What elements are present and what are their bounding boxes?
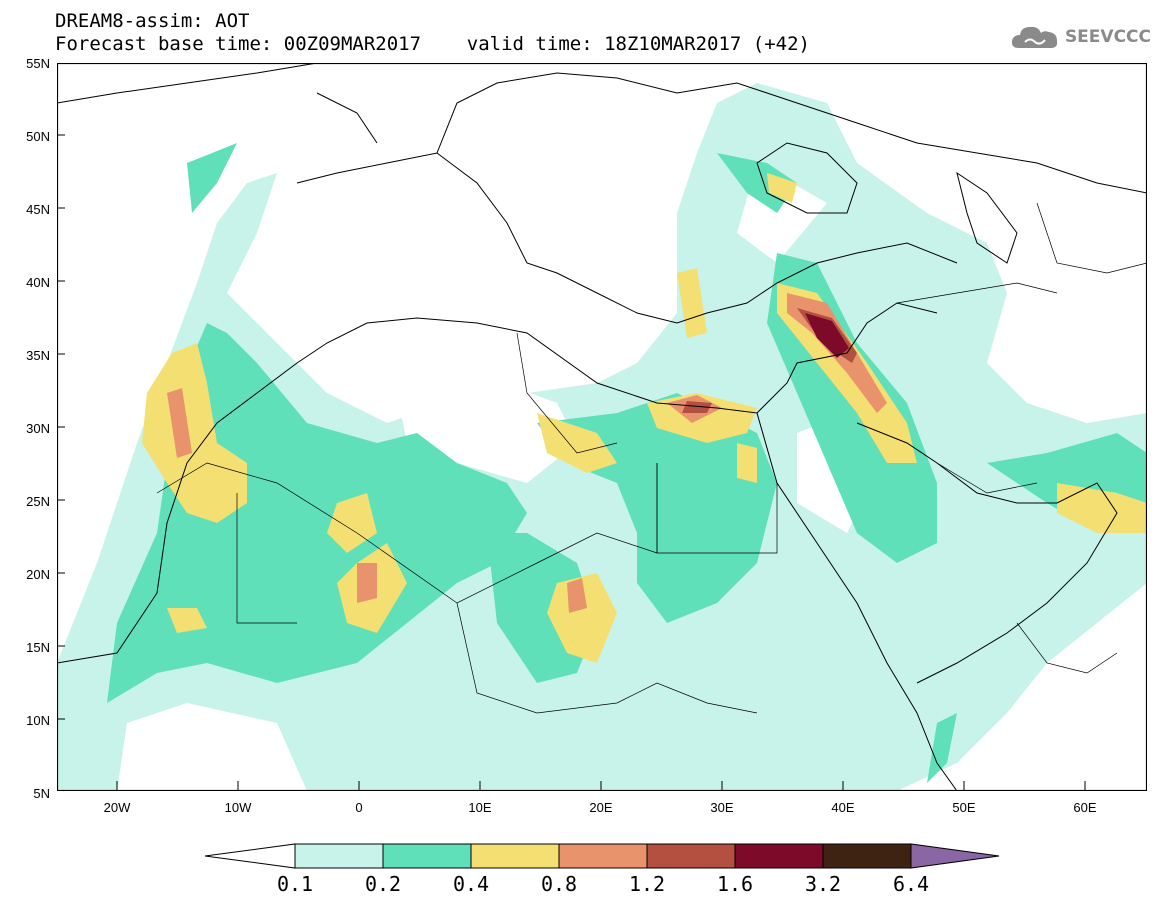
lon-label: 60E [1073,800,1097,815]
lon-label: 10E [468,800,492,815]
lon-label: 50E [952,800,976,815]
axis-ticks [57,134,1086,791]
colorbar [205,843,1000,869]
lon-label: 20E [589,800,613,815]
colorbar-label: 1.2 [628,872,666,896]
cloud-icon [1011,26,1058,48]
lon-label: 0 [355,800,363,815]
lon-label: 40E [831,800,855,815]
logo-text: SEEVCCC [1064,27,1151,47]
colorbar-label: 0.1 [276,872,314,896]
colorbar-label: 0.4 [452,872,490,896]
seevccc-logo: SEEVCCC [1011,24,1151,50]
colorbar-label: 1.6 [716,872,754,896]
map-title: DREAM8-assim: AOT [55,10,250,32]
colorbar-segment [822,843,912,869]
lon-label: 10W [224,800,252,815]
lat-label: 45N [26,202,50,217]
aot-map [57,63,1147,791]
lat-label: 55N [26,56,50,71]
colorbar-segment [205,843,296,869]
colorbar-label: 0.2 [364,872,402,896]
colorbar-segment [470,843,560,869]
colorbar-segment [910,843,1000,869]
colorbar-segment [382,843,472,869]
aot-contour-1.6 [805,313,849,358]
colorbar-label: 3.2 [804,872,842,896]
colorbar-segment [734,843,824,869]
lon-label: 20W [103,800,131,815]
lon-label: 30E [710,800,734,815]
lat-label: 40N [26,275,50,290]
country-borders [156,202,1147,714]
colorbar-segment [646,843,736,869]
colorbar-label: 0.8 [540,872,578,896]
colorbar-segment [558,843,648,869]
colorbar-segment [294,843,384,869]
lat-label: 35N [26,348,50,363]
colorbar-label: 6.4 [892,872,930,896]
lat-label: 30N [26,421,50,436]
lat-label: 5N [33,786,50,801]
forecast-time-line: Forecast base time: 00Z09MAR2017 valid t… [55,33,810,55]
lat-label: 10N [26,713,50,728]
lat-label: 50N [26,129,50,144]
lat-label: 25N [26,494,50,509]
coastlines [57,63,1147,791]
lat-label: 20N [26,567,50,582]
lat-label: 15N [26,640,50,655]
